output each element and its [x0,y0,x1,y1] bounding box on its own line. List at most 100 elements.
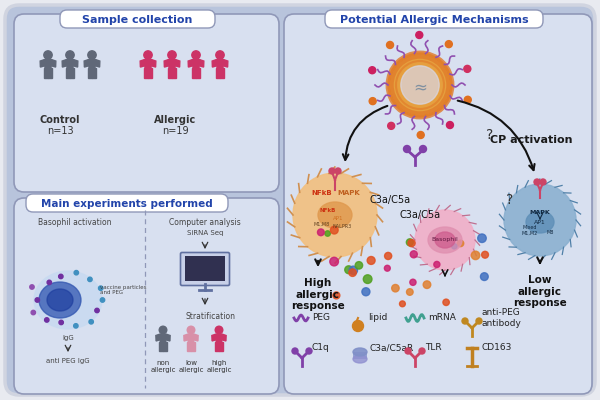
Circle shape [406,239,413,246]
Circle shape [98,286,103,290]
Circle shape [363,275,372,284]
Circle shape [353,320,364,332]
Polygon shape [66,68,70,78]
Ellipse shape [435,232,455,248]
Ellipse shape [428,227,462,253]
Polygon shape [217,60,224,68]
Text: C3a/C5a: C3a/C5a [400,210,440,220]
Circle shape [345,266,353,274]
FancyBboxPatch shape [353,352,367,359]
Text: anti PEG IgG: anti PEG IgG [46,358,90,364]
Circle shape [329,168,335,174]
Text: Stratification: Stratification [185,312,235,321]
Polygon shape [215,342,218,351]
Text: high
allergic: high allergic [206,360,232,373]
Polygon shape [163,342,167,351]
Text: SiRNA Seq: SiRNA Seq [187,230,223,236]
FancyBboxPatch shape [14,198,279,394]
Circle shape [355,262,362,269]
Text: NFkB: NFkB [311,190,332,196]
Polygon shape [187,342,191,351]
FancyBboxPatch shape [14,14,279,192]
Circle shape [74,324,78,328]
Polygon shape [192,68,196,78]
Ellipse shape [353,355,367,363]
Circle shape [408,240,415,247]
Polygon shape [140,60,145,67]
Polygon shape [67,60,74,68]
Polygon shape [152,60,156,67]
Circle shape [331,226,338,234]
Text: C1q: C1q [312,344,330,352]
Polygon shape [172,68,176,78]
Circle shape [443,299,449,306]
Text: PEG: PEG [312,314,330,322]
Circle shape [192,51,200,59]
Polygon shape [191,342,194,351]
Circle shape [410,279,416,285]
Circle shape [476,318,482,324]
Text: mRNA: mRNA [428,314,456,322]
Circle shape [74,270,79,275]
Polygon shape [145,60,152,68]
Polygon shape [196,68,200,78]
Text: Basophil activation: Basophil activation [38,218,112,227]
Text: C3a/C5aR: C3a/C5aR [370,344,414,352]
Circle shape [482,251,488,258]
Circle shape [335,168,341,174]
Circle shape [462,318,468,324]
Polygon shape [156,334,160,341]
Text: Allergic: Allergic [154,115,196,125]
Ellipse shape [318,202,352,228]
Circle shape [306,348,312,354]
Polygon shape [44,68,47,78]
Circle shape [369,98,376,105]
Polygon shape [216,68,220,78]
Circle shape [144,51,152,59]
Polygon shape [144,68,148,78]
Polygon shape [168,68,172,78]
Circle shape [385,252,392,260]
Text: non
allergic: non allergic [150,360,176,373]
Polygon shape [40,60,44,67]
Circle shape [47,280,52,285]
Circle shape [404,146,410,152]
Text: AP1: AP1 [534,220,546,224]
Circle shape [400,301,406,307]
Ellipse shape [34,271,102,329]
Polygon shape [164,60,169,67]
FancyBboxPatch shape [5,5,595,395]
Polygon shape [44,60,52,68]
Circle shape [392,284,399,292]
Ellipse shape [526,211,554,233]
Text: High
allergic
response: High allergic response [291,278,345,311]
Circle shape [44,51,52,59]
Polygon shape [88,68,92,78]
Text: Control: Control [40,115,80,125]
Circle shape [423,281,431,288]
Ellipse shape [353,348,367,356]
Circle shape [504,184,576,256]
Polygon shape [224,60,228,67]
Circle shape [30,285,34,289]
Circle shape [216,51,224,59]
Polygon shape [212,60,217,67]
Circle shape [481,273,488,280]
FancyBboxPatch shape [60,10,215,28]
Text: NALPR3: NALPR3 [332,224,352,228]
Circle shape [434,261,440,268]
Polygon shape [62,60,67,67]
Circle shape [349,266,358,274]
Circle shape [478,234,486,242]
Text: C3a/C5a: C3a/C5a [370,195,410,205]
Ellipse shape [39,282,81,318]
Polygon shape [52,60,56,67]
Circle shape [445,41,452,48]
Text: Potential Allergic Mechanisms: Potential Allergic Mechanisms [340,15,529,25]
Circle shape [349,269,356,276]
Circle shape [44,318,49,322]
Polygon shape [223,334,226,341]
Text: lipid: lipid [368,314,388,322]
Text: vaccine particles
and PEG: vaccine particles and PEG [100,285,146,295]
Polygon shape [160,342,163,351]
